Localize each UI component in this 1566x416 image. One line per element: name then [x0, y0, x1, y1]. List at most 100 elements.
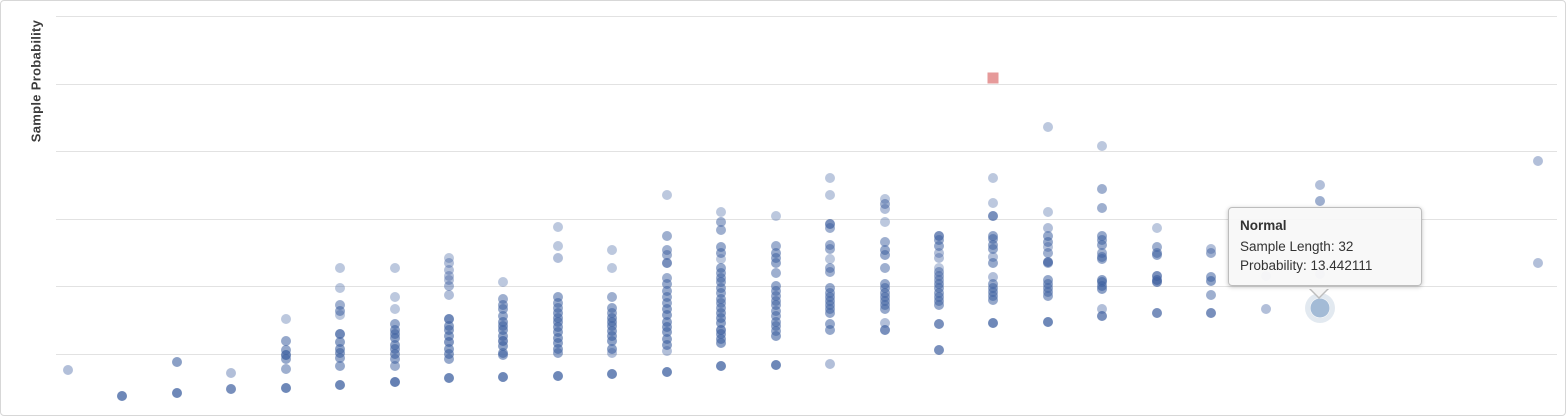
scatter-point[interactable] [552, 322, 563, 332]
scatter-point[interactable] [879, 216, 890, 227]
scatter-point[interactable] [607, 292, 618, 303]
scatter-point[interactable] [770, 300, 781, 311]
scatter-point[interactable] [552, 370, 563, 381]
scatter-point[interactable] [661, 339, 672, 350]
scatter-point[interactable] [1097, 203, 1108, 213]
scatter-point[interactable] [661, 366, 672, 377]
scatter-point[interactable] [389, 377, 400, 388]
scatter-point[interactable] [716, 312, 727, 323]
scatter-point[interactable] [280, 335, 291, 346]
scatter-point[interactable] [770, 326, 781, 336]
scatter-point[interactable] [825, 358, 835, 369]
scatter-point[interactable] [661, 258, 672, 269]
scatter-point[interactable] [879, 250, 890, 261]
scatter-point[interactable] [335, 336, 346, 347]
scatter-point[interactable] [389, 292, 400, 303]
scatter-point[interactable] [988, 173, 999, 184]
scatter-point[interactable] [335, 305, 346, 316]
scatter-point[interactable] [607, 303, 618, 313]
highlighted-point[interactable] [1310, 298, 1330, 317]
scatter-point[interactable] [988, 294, 999, 305]
scatter-point[interactable] [607, 326, 618, 336]
scatter-point[interactable] [1097, 254, 1108, 265]
scatter-point[interactable] [933, 319, 944, 330]
scatter-point[interactable] [335, 328, 346, 339]
scatter-point[interactable] [444, 258, 454, 269]
scatter-point[interactable] [552, 221, 563, 232]
scatter-point[interactable] [335, 282, 346, 293]
scatter-point[interactable] [770, 320, 781, 331]
scatter-point[interactable] [1206, 276, 1216, 286]
scatter-point[interactable] [716, 288, 727, 299]
scatter-point[interactable] [498, 350, 509, 361]
scatter-point[interactable] [607, 335, 618, 346]
scatter-point[interactable] [1042, 258, 1053, 269]
scatter-point[interactable] [444, 289, 454, 300]
scatter-point[interactable] [335, 262, 346, 273]
scatter-point[interactable] [716, 297, 727, 308]
scatter-point[interactable] [498, 324, 509, 335]
scatter-point[interactable] [552, 332, 563, 343]
scatter-point[interactable] [825, 173, 835, 184]
scatter-point[interactable] [1097, 184, 1108, 195]
scatter-point[interactable] [1042, 207, 1053, 217]
scatter-point[interactable] [280, 354, 291, 365]
scatter-point[interactable] [335, 347, 346, 358]
scatter-point[interactable] [770, 290, 781, 301]
scatter-point[interactable] [716, 282, 727, 293]
scatter-point[interactable] [498, 372, 509, 382]
scatter-point[interactable] [770, 331, 781, 342]
scatter-point[interactable] [933, 247, 944, 258]
scatter-point[interactable] [1042, 290, 1053, 301]
square-marker[interactable] [987, 72, 999, 84]
scatter-point[interactable] [552, 316, 563, 327]
scatter-point[interactable] [988, 251, 999, 262]
scatter-point[interactable] [661, 297, 672, 308]
scatter-point[interactable] [607, 320, 618, 331]
scatter-point[interactable] [1151, 250, 1162, 261]
scatter-point[interactable] [444, 253, 454, 263]
scatter-point[interactable] [552, 240, 563, 251]
scatter-point[interactable] [1042, 316, 1053, 327]
scatter-point[interactable] [1151, 308, 1162, 319]
scatter-point[interactable] [552, 327, 563, 338]
scatter-point[interactable] [63, 365, 73, 376]
scatter-point[interactable] [661, 285, 672, 296]
scatter-point[interactable] [280, 382, 291, 393]
scatter-point[interactable] [933, 282, 944, 293]
scatter-point[interactable] [661, 346, 672, 357]
scatter-point[interactable] [716, 303, 727, 313]
scatter-point[interactable] [1314, 196, 1325, 207]
scatter-point[interactable] [498, 335, 509, 346]
scatter-point[interactable] [661, 250, 672, 261]
scatter-point[interactable] [1042, 223, 1053, 234]
scatter-point[interactable] [879, 204, 890, 215]
scatter-point[interactable] [389, 354, 400, 365]
scatter-point[interactable] [552, 347, 563, 358]
scatter-point[interactable] [552, 338, 563, 349]
scatter-point[interactable] [1042, 247, 1053, 258]
scatter-point[interactable] [607, 369, 618, 380]
scatter-point[interactable] [933, 344, 944, 355]
scatter-point[interactable] [661, 231, 672, 242]
scatter-point[interactable] [988, 234, 999, 245]
scatter-point[interactable] [1042, 121, 1053, 132]
scatter-point[interactable] [770, 285, 781, 296]
scatter-point[interactable] [389, 361, 400, 372]
scatter-point[interactable] [607, 347, 618, 358]
scatter-point[interactable] [716, 361, 727, 372]
scatter-point[interactable] [661, 304, 672, 315]
scatter-point[interactable] [389, 343, 400, 354]
scatter-point[interactable] [825, 319, 835, 330]
scatter-point[interactable] [716, 207, 727, 217]
scatter-point[interactable] [389, 349, 400, 359]
scatter-point[interactable] [988, 317, 999, 328]
scatter-point[interactable] [444, 373, 454, 384]
scatter-point[interactable] [825, 254, 835, 265]
scatter-point[interactable] [444, 274, 454, 285]
scatter-point[interactable] [879, 317, 890, 328]
scatter-point[interactable] [825, 324, 835, 335]
scatter-point[interactable] [607, 343, 618, 354]
scatter-point[interactable] [335, 380, 346, 391]
scatter-point[interactable] [770, 253, 781, 263]
